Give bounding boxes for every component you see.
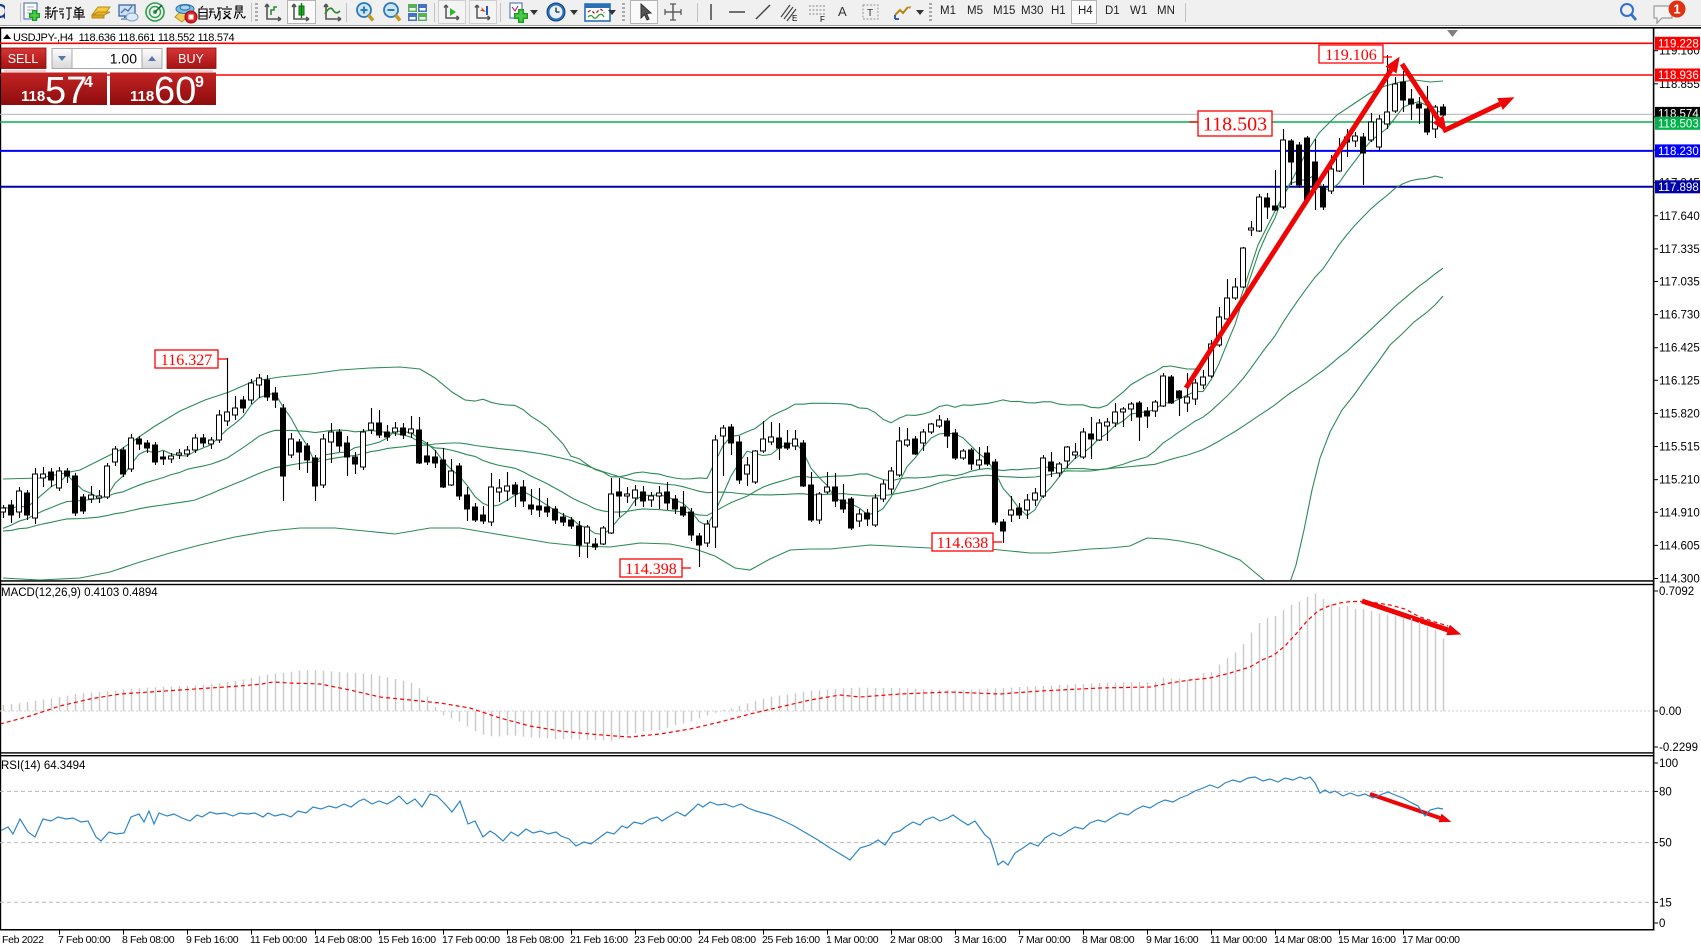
svg-text:SELL: SELL — [8, 52, 39, 66]
svg-text:0.00: 0.00 — [1659, 706, 1681, 718]
svg-text:114.300: 114.300 — [1659, 573, 1700, 585]
svg-text:117.898: 117.898 — [1658, 182, 1699, 194]
svg-text:115.210: 115.210 — [1659, 475, 1700, 487]
svg-text:118.503: 118.503 — [1203, 114, 1267, 136]
svg-text:USDJPY-,H4 118.636 118.661 11: USDJPY-,H4 118.636 118.661 118.552 118.5… — [13, 32, 235, 44]
svg-text:15 Feb 16:00: 15 Feb 16:00 — [378, 934, 436, 945]
svg-text:115.515: 115.515 — [1659, 442, 1700, 454]
svg-text:114.638: 114.638 — [937, 535, 988, 552]
svg-text:118.855: 118.855 — [1659, 79, 1700, 91]
svg-text:2 Mar 08:00: 2 Mar 08:00 — [890, 934, 943, 945]
svg-text:57: 57 — [45, 70, 87, 112]
svg-text:118: 118 — [130, 88, 154, 105]
svg-text:F: F — [820, 15, 825, 24]
svg-text:119.106: 119.106 — [1325, 47, 1376, 64]
svg-text:80: 80 — [1659, 786, 1672, 798]
svg-text:T: T — [867, 8, 873, 19]
svg-text:1: 1 — [1673, 2, 1680, 17]
svg-text:BUY: BUY — [178, 52, 204, 66]
svg-text:50: 50 — [1659, 838, 1672, 850]
svg-text:23 Feb 00:00: 23 Feb 00:00 — [634, 934, 692, 945]
svg-text:14 Mar 08:00: 14 Mar 08:00 — [1274, 934, 1332, 945]
svg-text:17 Feb 00:00: 17 Feb 00:00 — [442, 934, 500, 945]
svg-text:117.640: 117.640 — [1659, 211, 1700, 223]
svg-text:7 Mar 00:00: 7 Mar 00:00 — [1018, 934, 1071, 945]
svg-text:14 Feb 08:00: 14 Feb 08:00 — [314, 934, 372, 945]
svg-text:60: 60 — [154, 70, 196, 112]
svg-text:1.00: 1.00 — [110, 51, 137, 67]
svg-text:118.936: 118.936 — [1658, 70, 1699, 82]
svg-text:1 Mar 00:00: 1 Mar 00:00 — [826, 934, 879, 945]
svg-text:7 Feb 00:00: 7 Feb 00:00 — [58, 934, 111, 945]
svg-text:9 Mar 16:00: 9 Mar 16:00 — [1146, 934, 1199, 945]
svg-text:118.503: 118.503 — [1658, 118, 1699, 130]
svg-text:MACD(12,26,9) 0.4103 0.4894: MACD(12,26,9) 0.4103 0.4894 — [1, 587, 158, 599]
svg-text:119.228: 119.228 — [1658, 38, 1699, 50]
svg-text:115.820: 115.820 — [1659, 408, 1700, 420]
svg-text:11 Mar 00:00: 11 Mar 00:00 — [1210, 934, 1267, 945]
svg-text:116.425: 116.425 — [1659, 343, 1700, 355]
svg-text:118.230: 118.230 — [1658, 146, 1699, 158]
svg-text:117.035: 117.035 — [1659, 276, 1700, 288]
svg-text:8 Mar 08:00: 8 Mar 08:00 — [1082, 934, 1135, 945]
svg-text:21 Feb 16:00: 21 Feb 16:00 — [570, 934, 628, 945]
svg-text:RSI(14) 64.3494: RSI(14) 64.3494 — [1, 760, 86, 772]
svg-text:11 Feb 00:00: 11 Feb 00:00 — [250, 934, 307, 945]
svg-text:114.398: 114.398 — [625, 561, 676, 578]
svg-text:100: 100 — [1659, 758, 1678, 770]
svg-text:9: 9 — [195, 74, 204, 91]
svg-text:118: 118 — [21, 88, 45, 105]
svg-text:116.125: 116.125 — [1659, 375, 1700, 387]
svg-text:17 Mar 00:00: 17 Mar 00:00 — [1402, 934, 1460, 945]
svg-text:9 Feb 16:00: 9 Feb 16:00 — [186, 934, 239, 945]
svg-text:0.7092: 0.7092 — [1659, 586, 1694, 598]
svg-text:24 Feb 08:00: 24 Feb 08:00 — [698, 934, 756, 945]
svg-text:117.335: 117.335 — [1659, 244, 1700, 256]
svg-text:116.730: 116.730 — [1659, 310, 1700, 322]
svg-text:15: 15 — [1659, 897, 1672, 909]
svg-text:-0.2299: -0.2299 — [1659, 742, 1698, 754]
svg-text:18 Feb 08:00: 18 Feb 08:00 — [506, 934, 564, 945]
svg-text:114.910: 114.910 — [1659, 507, 1700, 519]
svg-text:0: 0 — [1659, 918, 1665, 930]
svg-text:7 Feb 2022: 7 Feb 2022 — [0, 934, 44, 945]
svg-text:116.327: 116.327 — [161, 352, 212, 369]
svg-text:114.605: 114.605 — [1659, 540, 1700, 552]
svg-text:25 Feb 16:00: 25 Feb 16:00 — [762, 934, 820, 945]
svg-text:8 Feb 08:00: 8 Feb 08:00 — [122, 934, 175, 945]
svg-text:15 Mar 16:00: 15 Mar 16:00 — [1338, 934, 1396, 945]
svg-text:4: 4 — [84, 74, 93, 91]
svg-text:E: E — [792, 14, 797, 23]
svg-text:3 Mar 16:00: 3 Mar 16:00 — [954, 934, 1007, 945]
